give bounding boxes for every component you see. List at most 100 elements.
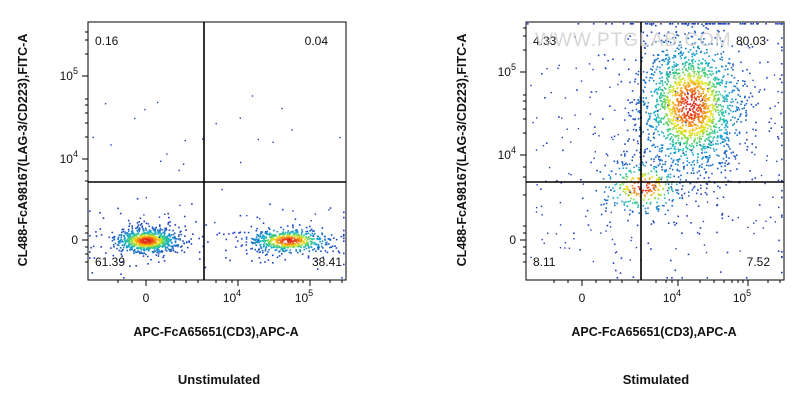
event-dot <box>660 178 662 180</box>
event-dot <box>726 120 729 123</box>
event-dot <box>125 245 128 247</box>
event-dot <box>202 138 204 140</box>
event-dot <box>168 229 171 231</box>
event-dot <box>281 246 283 249</box>
event-dot <box>702 25 705 27</box>
event-dot <box>138 237 141 239</box>
event-dot <box>766 77 768 79</box>
event-dot <box>176 244 178 247</box>
event-dot <box>638 166 640 169</box>
event-dot <box>603 198 606 201</box>
event-dot <box>681 137 683 139</box>
event-dot <box>724 152 726 154</box>
event-dot <box>685 115 688 117</box>
event-dot <box>165 235 168 238</box>
event-dot <box>681 232 683 234</box>
event-dot <box>647 207 649 209</box>
event-dot <box>255 238 258 240</box>
event-dot <box>284 247 286 250</box>
event-dot <box>670 183 673 185</box>
event-dot <box>575 67 577 69</box>
event-dot <box>712 82 714 85</box>
event-dot <box>320 250 322 252</box>
event-dot <box>694 103 697 105</box>
event-dot <box>119 212 122 215</box>
event-dot <box>284 231 287 234</box>
event-dot <box>564 97 567 99</box>
event-dot <box>698 126 701 129</box>
event-dot <box>686 96 688 99</box>
event-dot <box>702 41 704 43</box>
event-dot <box>738 162 740 165</box>
event-dot <box>556 180 558 182</box>
event-dot <box>651 126 653 128</box>
event-dot <box>92 136 94 139</box>
event-dot <box>164 213 166 215</box>
event-dot <box>247 231 250 234</box>
event-dot <box>261 231 264 233</box>
event-dot <box>655 125 658 128</box>
event-dot <box>670 136 673 138</box>
event-dot <box>632 177 635 180</box>
event-dot <box>696 144 698 147</box>
event-dot <box>599 171 602 173</box>
event-dot <box>645 212 647 215</box>
event-dot <box>781 37 783 39</box>
event-dot <box>699 80 701 83</box>
event-dot <box>138 230 141 233</box>
event-dot <box>712 137 715 140</box>
event-dot <box>692 52 695 55</box>
event-dot <box>732 124 734 126</box>
event-dot <box>716 135 719 137</box>
event-dot <box>674 152 676 154</box>
event-dot <box>694 112 697 115</box>
event-dot <box>628 114 630 117</box>
event-dot <box>752 79 754 82</box>
event-dot <box>766 155 768 157</box>
event-dot <box>149 246 152 249</box>
event-dot <box>693 146 695 148</box>
event-dot <box>661 144 664 146</box>
event-dot <box>614 202 616 204</box>
event-dot <box>715 123 717 126</box>
event-dot <box>674 56 676 59</box>
event-dot <box>708 62 710 64</box>
x-tick-label: 0 <box>579 291 586 305</box>
event-dot <box>620 154 623 156</box>
event-dot <box>121 244 124 246</box>
event-dot <box>272 235 275 238</box>
event-dot <box>666 49 668 52</box>
event-dot <box>704 23 707 25</box>
event-dot <box>648 79 651 82</box>
event-dot <box>642 198 645 201</box>
event-dot <box>685 102 688 104</box>
event-dot <box>635 103 637 105</box>
event-dot <box>715 101 718 103</box>
event-dot <box>313 238 315 240</box>
event-dot <box>650 190 653 192</box>
event-dot <box>685 68 687 70</box>
event-dot <box>127 239 130 242</box>
event-dot <box>128 225 130 227</box>
event-dot <box>665 137 667 140</box>
event-dot <box>273 246 275 248</box>
event-dot <box>646 107 648 110</box>
event-dot <box>716 100 719 102</box>
event-dot <box>737 89 739 91</box>
event-dot <box>712 143 714 146</box>
event-dot <box>535 149 538 151</box>
event-dot <box>673 66 675 69</box>
event-dot <box>204 266 207 269</box>
event-dot <box>602 178 605 180</box>
event-dot <box>128 239 131 242</box>
event-dot <box>739 250 741 252</box>
event-dot <box>778 174 780 176</box>
event-dot <box>677 53 680 55</box>
event-dot <box>530 84 532 87</box>
event-dot <box>173 244 176 246</box>
event-dot <box>667 189 669 192</box>
event-dot <box>689 124 692 126</box>
event-dot <box>671 205 673 207</box>
event-dot <box>693 74 695 77</box>
event-dot <box>641 56 644 59</box>
